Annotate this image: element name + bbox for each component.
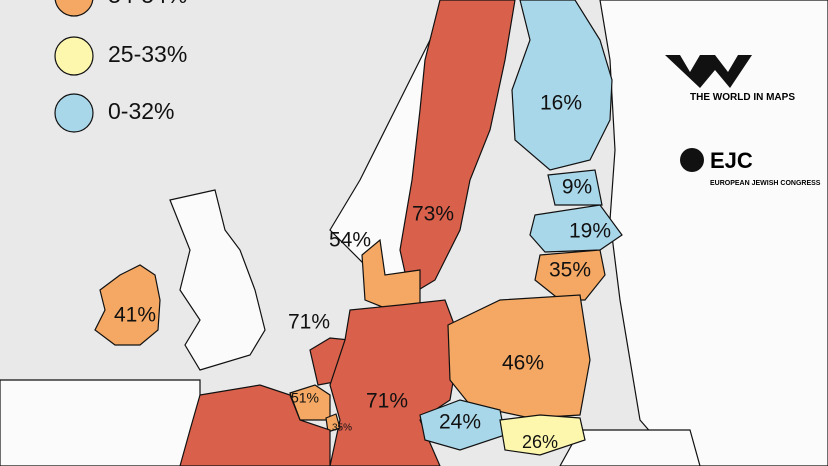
region-label: 9% — [562, 176, 592, 199]
region — [361, 238, 421, 311]
region-label: 54% — [329, 229, 371, 252]
legend-swatch — [54, 93, 94, 133]
logo-mark — [665, 55, 752, 88]
legend-label: 25-33% — [108, 41, 187, 67]
legend-label: 0-32% — [108, 98, 174, 124]
region — [547, 169, 603, 206]
region-label: 46% — [502, 352, 544, 375]
region — [447, 294, 591, 419]
region — [399, 0, 516, 296]
region-label: 51% — [291, 390, 319, 406]
region-label: 73% — [412, 203, 454, 226]
region — [511, 0, 613, 171]
logo-text: THE WORLD IN MAPS — [690, 92, 795, 103]
region — [329, 299, 461, 466]
logo-mark — [680, 148, 704, 172]
region-label: 71% — [288, 311, 330, 334]
legend-label: 34-54% — [108, 0, 187, 8]
legend-swatch — [54, 0, 94, 17]
region — [179, 384, 331, 466]
legend-swatch — [54, 36, 94, 76]
region — [534, 249, 606, 301]
region-label: 19% — [569, 220, 611, 243]
region-label: 26% — [522, 432, 558, 452]
logo-text: EUROPEAN JEWISH CONGRESS — [710, 180, 821, 187]
region-label: 35% — [332, 423, 352, 434]
region-label: 35% — [549, 259, 591, 282]
region-label: 24% — [439, 411, 481, 434]
region-label: 71% — [366, 390, 408, 413]
region-label: 41% — [114, 304, 156, 327]
region — [325, 413, 341, 433]
region-label: 16% — [540, 92, 582, 115]
region — [94, 264, 161, 346]
logo-text: EJC — [710, 148, 753, 173]
region — [499, 414, 586, 456]
